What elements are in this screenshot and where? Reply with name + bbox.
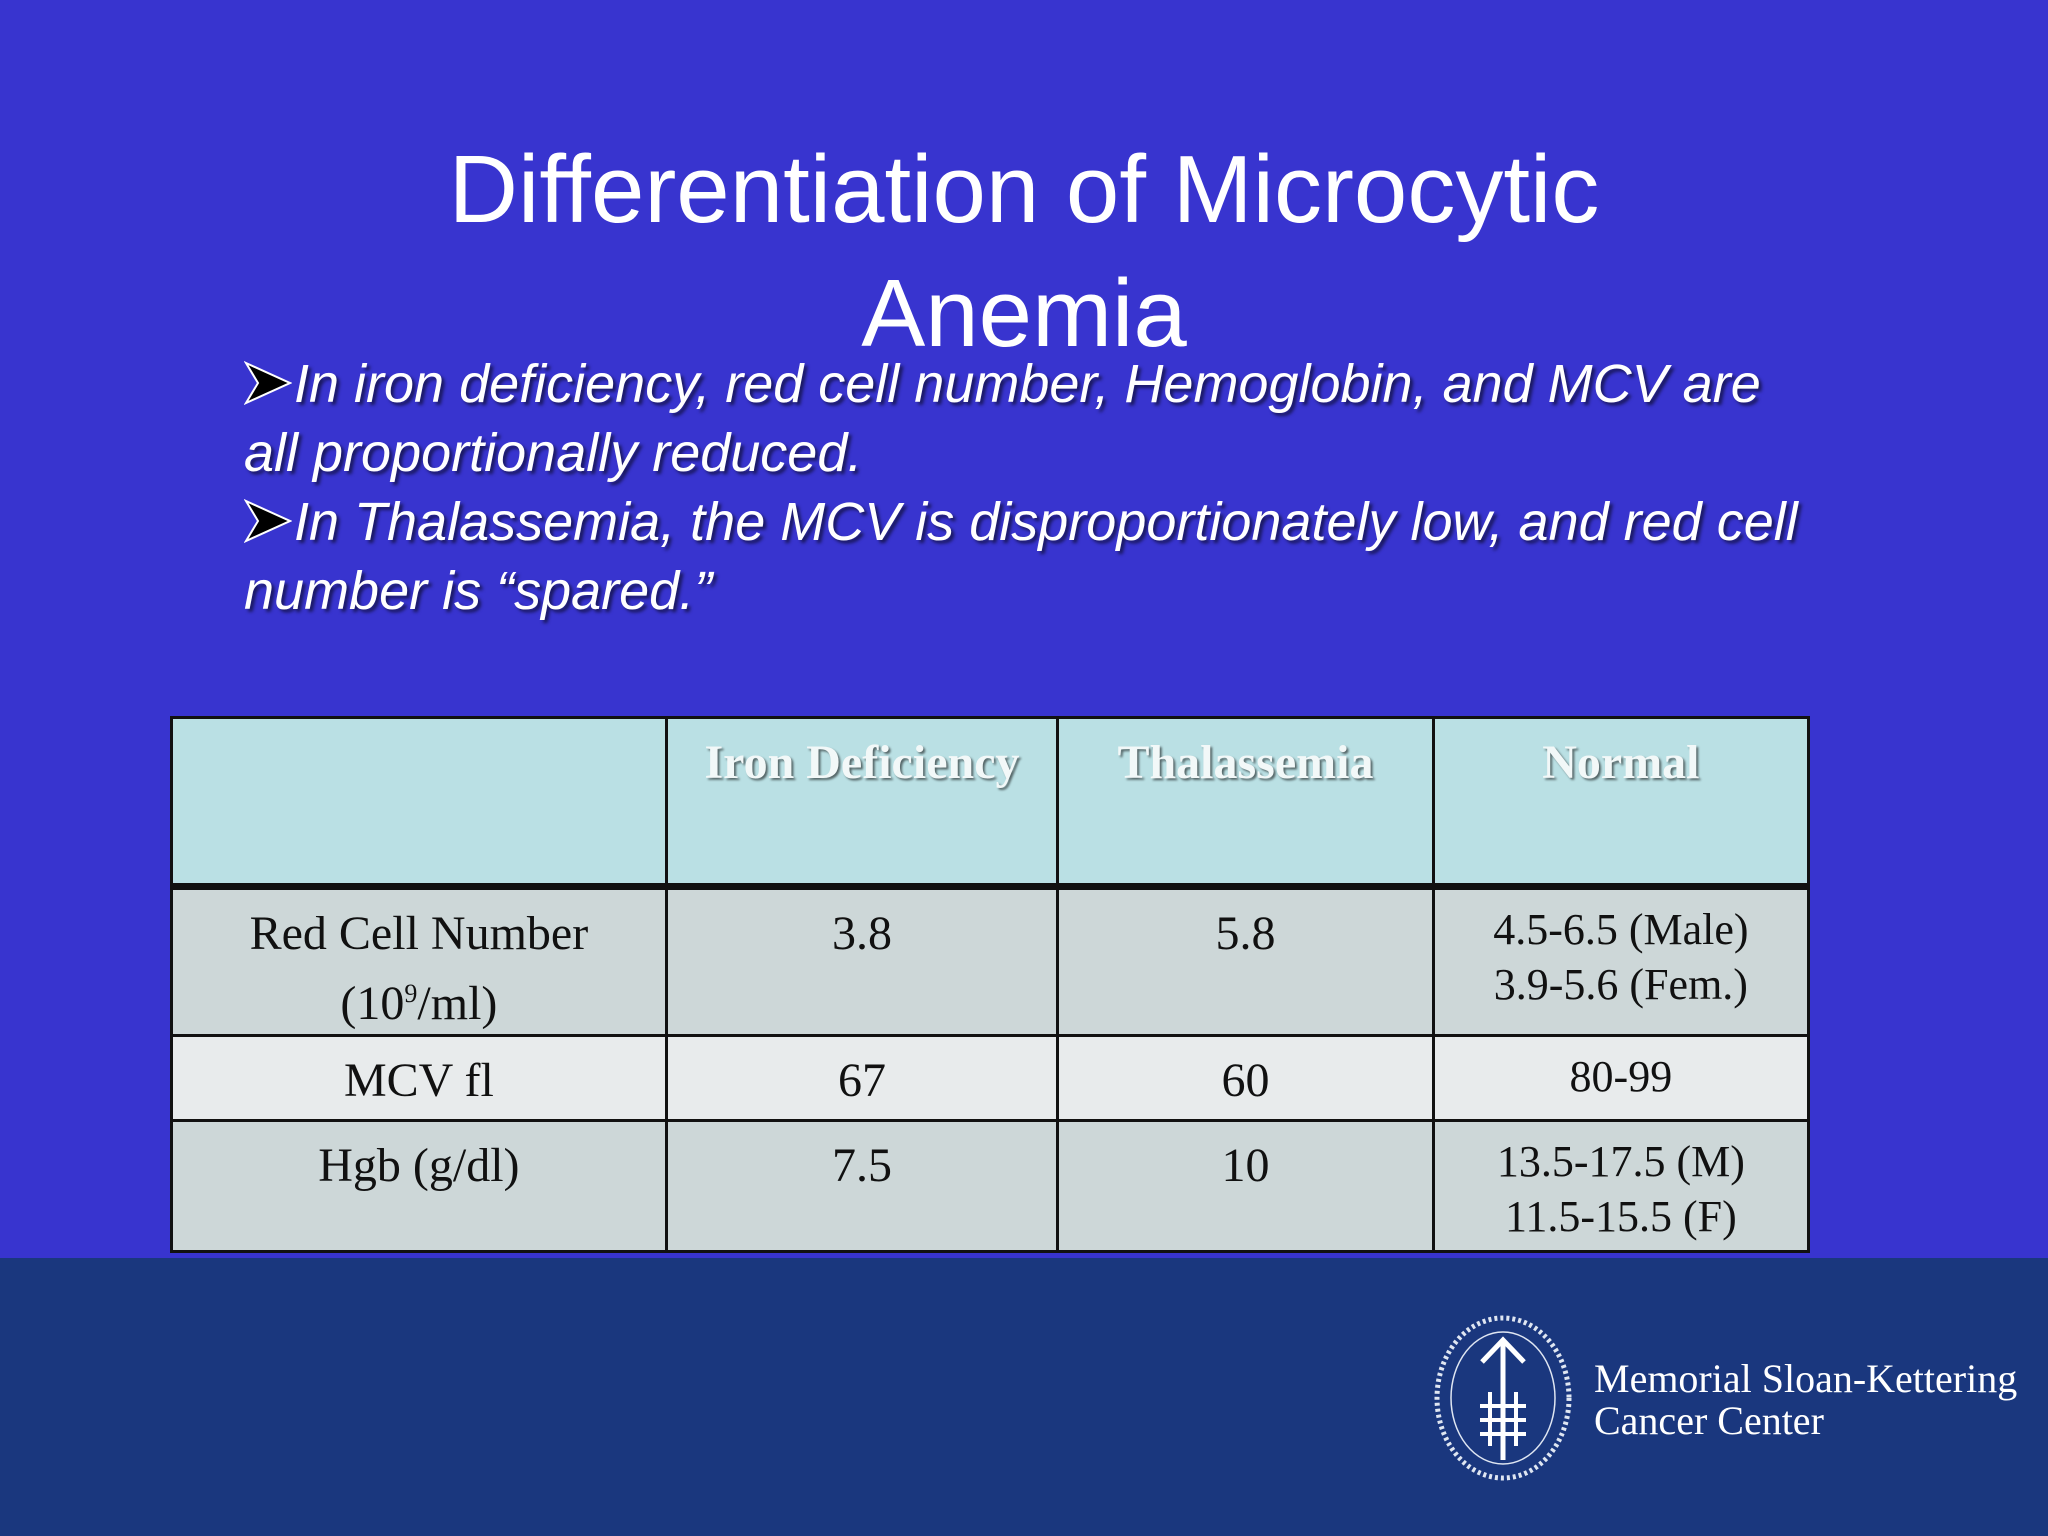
header-cell-normal: Normal xyxy=(1431,716,1811,890)
row-label-suffix: /ml) xyxy=(417,977,498,1030)
bullet-list: In iron deficiency, red cell number, Hem… xyxy=(244,350,1824,626)
iron-value-cell: 7.5 xyxy=(664,1119,1060,1253)
table-row: Hgb (g/dl) 7.5 10 13.5-17.5 (M) 11.5-15.… xyxy=(170,1119,1811,1253)
arrow-bullet-icon xyxy=(244,498,292,543)
header-cell-iron-deficiency: Iron Deficiency xyxy=(664,716,1060,890)
thal-value-cell: 5.8 xyxy=(1056,885,1435,1037)
msk-logo-text: Memorial Sloan-Kettering Cancer Center xyxy=(1594,1358,2017,1442)
bullet-text: In iron deficiency, red cell number, Hem… xyxy=(244,354,1761,483)
comparison-table: Iron Deficiency Thalassemia Normal Red C… xyxy=(170,716,1811,1253)
normal-line1: 4.5-6.5 (Male) xyxy=(1493,905,1749,954)
footer-band xyxy=(0,1258,2048,1536)
slide-body: Differentiation of Microcytic Anemia In … xyxy=(0,128,2048,1253)
normal-value-cell: 80-99 xyxy=(1431,1034,1811,1122)
table-row: MCV fl 67 60 80-99 xyxy=(170,1034,1811,1122)
title-line-1: Differentiation of Microcytic xyxy=(448,136,1600,243)
msk-seal-logo-icon xyxy=(1434,1315,1572,1481)
logo-line-2: Cancer Center xyxy=(1594,1398,1824,1443)
iron-value-cell: 67 xyxy=(664,1034,1060,1122)
row-label-cell: Hgb (g/dl) xyxy=(170,1119,668,1253)
slide-title: Differentiation of Microcytic Anemia xyxy=(0,128,2048,376)
table-header-row: Iron Deficiency Thalassemia Normal xyxy=(170,716,1811,890)
bullet-item: In iron deficiency, red cell number, Hem… xyxy=(244,350,1824,488)
header-cell-empty xyxy=(170,716,668,890)
thal-value-cell: 10 xyxy=(1056,1119,1435,1253)
row-label-cell: Red Cell Number (109/ml) xyxy=(170,885,668,1037)
thal-value-cell: 60 xyxy=(1056,1034,1435,1122)
row-label-line1: Red Cell Number xyxy=(249,907,589,960)
row-label-cell: MCV fl xyxy=(170,1034,668,1122)
table-row: Red Cell Number (109/ml) 3.8 5.8 4.5-6.5… xyxy=(170,885,1811,1037)
normal-value-cell: 13.5-17.5 (M) 11.5-15.5 (F) xyxy=(1431,1119,1811,1253)
normal-line2: 3.9-5.6 (Fem.) xyxy=(1493,960,1748,1009)
row-label-sup: 9 xyxy=(404,979,418,1008)
arrow-bullet-icon xyxy=(244,360,292,405)
iron-value-cell: 3.8 xyxy=(664,885,1060,1037)
logo-line-1: Memorial Sloan-Kettering xyxy=(1594,1356,2018,1401)
normal-value-cell: 4.5-6.5 (Male) 3.9-5.6 (Fem.) xyxy=(1431,885,1811,1037)
row-label-prefix: (10 xyxy=(340,977,405,1030)
bullet-text: In Thalassemia, the MCV is disproportion… xyxy=(244,492,1798,621)
normal-line2: 11.5-15.5 (F) xyxy=(1504,1192,1737,1241)
normal-line1: 13.5-17.5 (M) xyxy=(1496,1137,1745,1186)
header-cell-thalassemia: Thalassemia xyxy=(1056,716,1435,890)
title-line-2: Anemia xyxy=(861,260,1187,367)
bullet-item: In Thalassemia, the MCV is disproportion… xyxy=(244,488,1824,626)
